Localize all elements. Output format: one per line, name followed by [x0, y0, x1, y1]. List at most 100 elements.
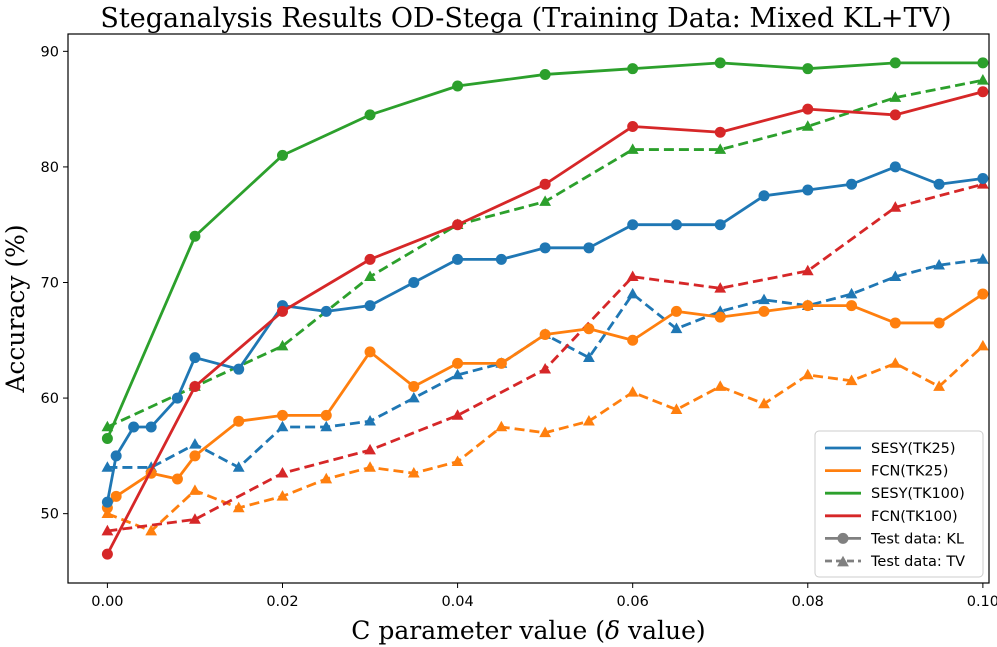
legend-label: Test data: TV: [870, 554, 965, 570]
series-4: [101, 288, 989, 514]
data-point-triangle: [714, 282, 727, 293]
data-point-circle: [189, 450, 201, 462]
x-tick-label: 0.10: [967, 594, 997, 610]
data-point-circle: [189, 381, 201, 393]
series-5: [101, 161, 989, 508]
legend-label: FCN(TK100): [871, 509, 958, 525]
data-point-circle: [495, 357, 507, 369]
y-tick-label: 70: [41, 275, 59, 291]
data-point-circle: [495, 253, 507, 265]
data-point-circle: [889, 161, 901, 173]
data-point-circle: [539, 329, 551, 341]
data-point-circle: [145, 421, 157, 433]
data-point-circle: [452, 219, 464, 231]
data-point-circle: [276, 149, 288, 161]
data-point-triangle: [933, 258, 945, 270]
legend-label: SESY(TK100): [871, 486, 965, 502]
y-axis-label: Accuracy (%): [1, 224, 30, 393]
data-point-circle: [714, 57, 726, 69]
data-point-triangle: [976, 74, 989, 85]
data-point-triangle: [407, 467, 420, 478]
data-point-circle: [452, 80, 464, 92]
data-point-triangle: [407, 391, 420, 403]
data-point-triangle: [889, 270, 902, 282]
data-point-triangle: [145, 524, 158, 536]
data-point-circle: [889, 57, 901, 69]
data-point-triangle: [845, 287, 858, 299]
data-point-circle: [171, 473, 183, 485]
data-point-circle: [364, 109, 376, 121]
data-point-triangle: [495, 420, 508, 432]
data-point-triangle: [583, 351, 595, 362]
data-point-circle: [233, 415, 245, 427]
data-point-circle: [670, 305, 682, 317]
data-point-triangle: [837, 555, 849, 567]
series-layer: [101, 57, 989, 560]
data-point-triangle: [626, 287, 639, 299]
data-point-circle: [802, 63, 814, 75]
data-point-triangle: [451, 409, 464, 420]
data-point-circle: [837, 532, 849, 544]
x-axis-label-symbol: δ: [605, 616, 620, 645]
data-point-triangle: [758, 397, 770, 409]
y-tick-label: 60: [41, 391, 59, 407]
x-axis: 0.00 0.02 0.04 0.06 0.08 0.10: [91, 583, 997, 610]
data-point-circle: [846, 178, 858, 190]
data-point-circle: [101, 548, 113, 560]
data-point-triangle: [364, 414, 376, 426]
data-point-triangle: [364, 270, 376, 282]
legend-item: FCN(TK100): [825, 509, 958, 525]
data-point-triangle: [714, 380, 727, 391]
data-point-triangle: [889, 201, 902, 212]
data-point-circle: [128, 421, 140, 433]
legend-item: Test data: TV: [825, 554, 965, 570]
data-point-triangle: [889, 357, 902, 368]
data-point-circle: [189, 230, 201, 242]
data-point-triangle: [758, 293, 770, 305]
data-point-circle: [171, 392, 183, 404]
data-point-circle: [627, 334, 639, 346]
data-point-circle: [408, 276, 420, 288]
data-point-circle: [802, 300, 814, 312]
data-point-circle: [758, 190, 770, 202]
data-point-triangle: [626, 143, 639, 154]
data-point-triangle: [320, 472, 333, 484]
data-point-circle: [364, 346, 376, 358]
legend-label: SESY(TK25): [871, 441, 956, 457]
data-point-circle: [539, 242, 551, 254]
data-point-circle: [583, 242, 595, 254]
data-point-triangle: [670, 403, 683, 414]
data-point-circle: [233, 363, 245, 375]
data-point-circle: [714, 219, 726, 231]
data-point-circle: [276, 305, 288, 317]
series-2: [101, 178, 989, 536]
legend-item: SESY(TK100): [825, 486, 965, 502]
data-point-circle: [802, 103, 814, 115]
data-point-triangle: [976, 253, 989, 264]
data-point-triangle: [976, 339, 989, 351]
data-point-triangle: [889, 91, 902, 102]
data-point-triangle: [101, 524, 114, 536]
data-point-circle: [408, 381, 420, 393]
data-point-circle: [364, 253, 376, 265]
data-point-circle: [583, 323, 595, 335]
data-point-circle: [714, 311, 726, 323]
data-point-circle: [320, 409, 332, 421]
data-point-triangle: [451, 368, 464, 380]
data-point-circle: [627, 219, 639, 231]
data-point-triangle: [626, 270, 639, 282]
data-point-circle: [758, 305, 770, 317]
data-point-triangle: [232, 501, 245, 513]
x-tick-label: 0.04: [441, 594, 473, 610]
x-tick-label: 0.06: [617, 594, 649, 610]
legend-item: Test data: KL: [825, 531, 964, 547]
data-point-circle: [714, 126, 726, 138]
y-tick-label: 80: [41, 160, 59, 176]
series-line: [106, 165, 984, 503]
data-point-circle: [276, 409, 288, 421]
y-tick-label: 90: [41, 44, 59, 60]
legend-label: Test data: KL: [870, 531, 964, 547]
data-point-circle: [320, 305, 332, 317]
data-point-circle: [977, 57, 989, 69]
